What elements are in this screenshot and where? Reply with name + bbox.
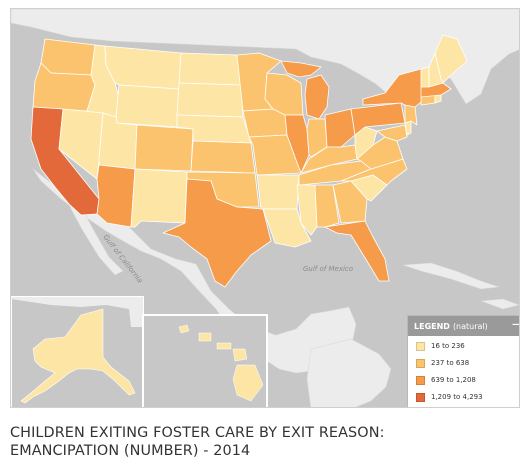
state-virginia[interactable] bbox=[356, 136, 404, 170]
state-north-dakota[interactable] bbox=[178, 52, 242, 86]
state-mississippi[interactable] bbox=[296, 184, 318, 236]
state-washington[interactable] bbox=[40, 38, 96, 76]
hispaniola-land bbox=[480, 298, 519, 310]
alaska-inset[interactable] bbox=[11, 296, 144, 408]
legend-label: 16 to 236 bbox=[431, 342, 465, 350]
state-new-mexico[interactable] bbox=[130, 168, 188, 228]
title-line-2: EMANCIPATION (NUMBER) - 2014 bbox=[10, 443, 251, 459]
legend-title: LEGEND bbox=[414, 321, 450, 331]
state-kentucky[interactable] bbox=[300, 144, 358, 174]
state-maryland[interactable] bbox=[376, 124, 408, 142]
state-michigan[interactable] bbox=[304, 74, 330, 120]
state-iowa[interactable] bbox=[242, 108, 288, 138]
state-colorado[interactable] bbox=[134, 124, 194, 172]
cuba-land bbox=[402, 262, 500, 290]
gulf-of-mexico-label: Gulf of Mexico bbox=[303, 265, 353, 273]
state-south-dakota[interactable] bbox=[176, 82, 244, 118]
legend-swatch bbox=[416, 341, 425, 351]
us-states bbox=[30, 34, 468, 288]
state-georgia[interactable] bbox=[332, 180, 368, 224]
state-texas[interactable] bbox=[162, 178, 272, 288]
legend-item: 1,209 to 4,293 bbox=[408, 390, 519, 404]
state-louisiana[interactable] bbox=[262, 208, 312, 248]
state-wyoming[interactable] bbox=[115, 84, 180, 128]
legend-swatch bbox=[416, 375, 425, 385]
state-arkansas[interactable] bbox=[256, 174, 300, 210]
hawaii-inset[interactable] bbox=[142, 314, 268, 408]
state-hawaii-maui bbox=[232, 348, 248, 362]
state-hawaii-kauai bbox=[178, 324, 190, 334]
minus-icon[interactable]: — bbox=[512, 320, 519, 330]
state-kansas[interactable] bbox=[190, 140, 256, 174]
legend-label: 1,209 to 4,293 bbox=[431, 393, 483, 401]
legend-label: 237 to 638 bbox=[431, 359, 470, 367]
legend-label: 639 to 1,208 bbox=[431, 376, 476, 384]
map-legend: LEGEND (natural) — 16 to 236 237 to 638 … bbox=[407, 315, 519, 407]
map-frame[interactable]: Gulf of California Gulf of Mexico bbox=[10, 8, 520, 408]
legend-swatch bbox=[416, 392, 425, 402]
state-hawaii-molokai bbox=[216, 342, 232, 350]
state-nevada[interactable] bbox=[58, 108, 104, 180]
page-title: CHILDREN EXITING FOSTER CARE BY EXIT REA… bbox=[10, 424, 520, 460]
state-maine[interactable] bbox=[434, 34, 468, 84]
state-ohio[interactable] bbox=[324, 108, 356, 148]
state-hawaii-big-island bbox=[232, 364, 264, 402]
state-florida[interactable] bbox=[324, 220, 390, 282]
legend-item: 237 to 638 bbox=[408, 356, 519, 370]
legend-header[interactable]: LEGEND (natural) — bbox=[408, 316, 519, 336]
state-alabama[interactable] bbox=[314, 184, 340, 228]
state-vermont[interactable] bbox=[420, 66, 430, 88]
title-line-1: CHILDREN EXITING FOSTER CARE BY EXIT REA… bbox=[10, 425, 385, 441]
state-pennsylvania[interactable] bbox=[350, 102, 406, 136]
state-michigan-upper[interactable] bbox=[280, 60, 322, 78]
legend-subtitle: (natural) bbox=[452, 321, 488, 331]
state-hawaii-oahu bbox=[198, 332, 212, 342]
legend-swatch bbox=[416, 358, 425, 368]
legend-item: 16 to 236 bbox=[408, 339, 519, 353]
state-montana[interactable] bbox=[104, 45, 182, 90]
legend-item: 639 to 1,208 bbox=[408, 373, 519, 387]
state-alaska bbox=[20, 308, 136, 404]
state-illinois[interactable] bbox=[284, 114, 310, 174]
us-choropleth-map[interactable]: Gulf of California Gulf of Mexico bbox=[11, 9, 520, 408]
central-america-land bbox=[306, 338, 392, 407]
state-arizona[interactable] bbox=[96, 164, 136, 228]
